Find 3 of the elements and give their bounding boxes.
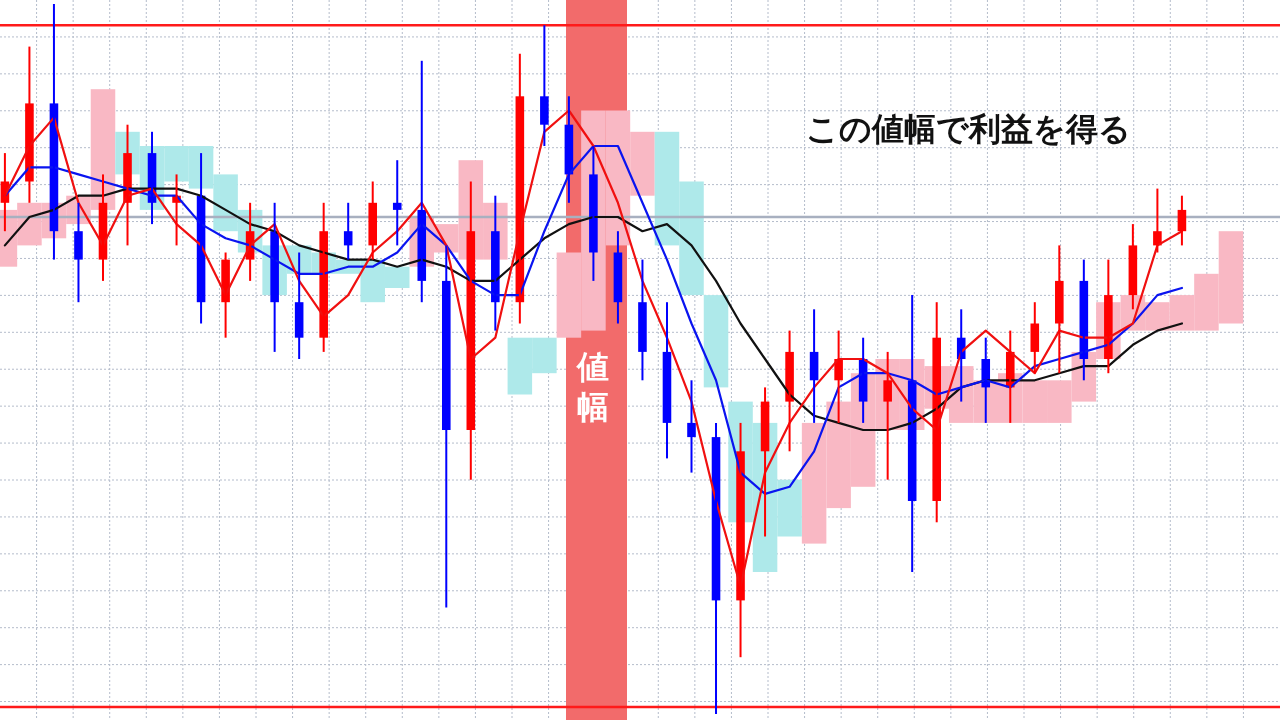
annotation: この値幅で利益を得る — [805, 110, 1131, 148]
annotation: 値幅 — [575, 348, 609, 426]
bar — [703, 295, 729, 388]
